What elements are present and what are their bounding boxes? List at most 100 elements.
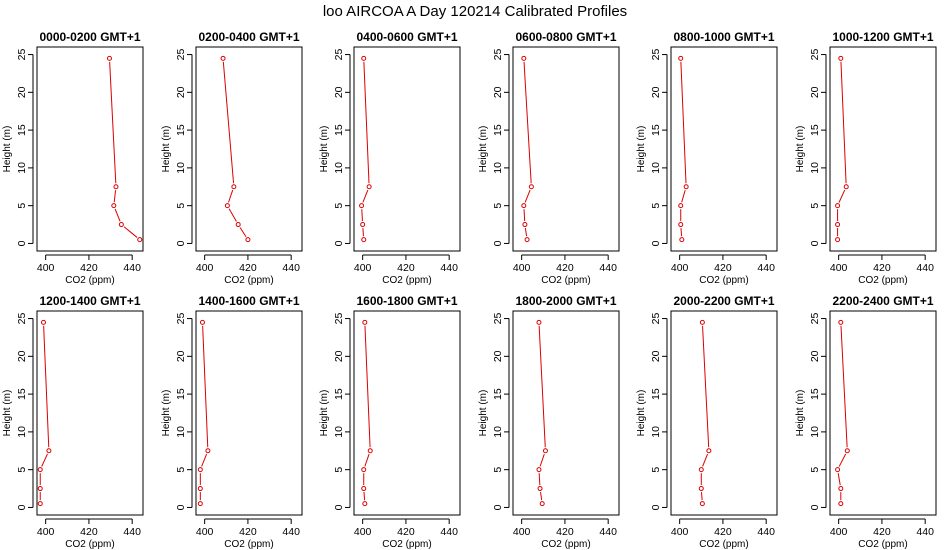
series-segment bbox=[838, 189, 846, 203]
series-segment bbox=[202, 325, 209, 448]
data-point bbox=[838, 319, 844, 325]
data-point bbox=[521, 203, 527, 209]
series-segment bbox=[362, 228, 364, 237]
y-axis-label: Height (m) bbox=[161, 390, 172, 437]
plot-frame bbox=[195, 46, 303, 252]
series-segment bbox=[362, 189, 369, 203]
series-segment bbox=[363, 61, 370, 184]
y-tick-label: 20 bbox=[16, 350, 28, 362]
data-point bbox=[843, 184, 849, 190]
series-segment bbox=[201, 453, 208, 467]
panel-title: 1200-1400 GMT+1 bbox=[39, 294, 140, 308]
data-point bbox=[536, 467, 542, 473]
y-tick-label: 25 bbox=[175, 313, 187, 325]
panel-title: 0200-0400 GMT+1 bbox=[198, 30, 299, 44]
y-tick-label: 10 bbox=[809, 162, 821, 174]
panel-9: 1600-1800 GMT+1 400 420 440 CO2 (ppm) 0 5 10 15 2… bbox=[319, 294, 461, 550]
panel-10: 1800-2000 GMT+1 400 420 440 CO2 (ppm) 0 5 10 15 2… bbox=[478, 294, 620, 550]
series-segment bbox=[361, 209, 363, 222]
panel-5: 0800-1000 GMT+1 400 420 440 CO2 (ppm) 0 5 10 15 2… bbox=[636, 30, 778, 286]
y-tick-label: 15 bbox=[333, 124, 345, 136]
series-segment bbox=[680, 228, 683, 237]
y-tick-label: 0 bbox=[650, 504, 662, 510]
series-segment bbox=[364, 453, 370, 467]
y-axis-label: Height (m) bbox=[478, 390, 489, 437]
y-tick-label: 20 bbox=[492, 350, 504, 362]
x-axis-label: CO2 (ppm) bbox=[382, 275, 431, 286]
data-point bbox=[118, 222, 124, 228]
x-tick-label: 420 bbox=[397, 262, 415, 274]
y-tick-label: 25 bbox=[650, 49, 662, 61]
x-tick-label: 420 bbox=[873, 262, 891, 274]
y-tick-label: 25 bbox=[16, 49, 28, 61]
y-tick-label: 20 bbox=[175, 350, 187, 362]
x-tick-label: 400 bbox=[830, 526, 848, 538]
y-tick-label: 10 bbox=[492, 426, 504, 438]
y-tick-label: 25 bbox=[16, 313, 28, 325]
data-point bbox=[678, 55, 684, 61]
y-tick-label: 20 bbox=[16, 86, 28, 98]
y-tick-label: 0 bbox=[809, 240, 821, 246]
plot-frame bbox=[36, 310, 144, 516]
x-tick-label: 400 bbox=[513, 262, 531, 274]
y-tick-label: 5 bbox=[333, 203, 345, 209]
x-tick-label: 440 bbox=[599, 262, 617, 274]
y-tick-label: 15 bbox=[175, 124, 187, 136]
panel-7: 1200-1400 GMT+1 400 420 440 CO2 (ppm) 0 5 10 15 2… bbox=[2, 294, 144, 550]
panel-title: 0800-1000 GMT+1 bbox=[673, 30, 774, 44]
plot-frame bbox=[829, 310, 937, 516]
data-point bbox=[113, 184, 119, 190]
series-segment bbox=[837, 473, 841, 486]
series-segment bbox=[228, 208, 237, 222]
data-point bbox=[199, 319, 205, 325]
data-point bbox=[521, 55, 527, 61]
data-point bbox=[835, 222, 841, 228]
x-axis-label: CO2 (ppm) bbox=[699, 539, 748, 550]
data-point bbox=[699, 501, 705, 507]
data-point bbox=[235, 222, 241, 228]
y-tick-label: 5 bbox=[16, 467, 28, 473]
x-tick-label: 420 bbox=[397, 526, 415, 538]
y-tick-label: 15 bbox=[175, 388, 187, 400]
series-segment bbox=[523, 61, 532, 184]
y-tick-label: 0 bbox=[650, 240, 662, 246]
data-point bbox=[678, 222, 684, 228]
x-tick-label: 400 bbox=[513, 526, 531, 538]
data-point bbox=[197, 501, 203, 507]
y-axis-label: Height (m) bbox=[319, 126, 330, 173]
series-segment bbox=[41, 453, 48, 467]
data-point bbox=[361, 55, 367, 61]
panel-2: 0200-0400 GMT+1 400 420 440 CO2 (ppm) 0 5 10 15 2… bbox=[161, 30, 303, 286]
data-point bbox=[245, 237, 251, 243]
x-tick-label: 440 bbox=[282, 262, 300, 274]
y-tick-label: 15 bbox=[16, 388, 28, 400]
x-tick-label: 440 bbox=[123, 526, 141, 538]
data-point bbox=[40, 319, 46, 325]
x-axis-label: CO2 (ppm) bbox=[65, 539, 114, 550]
data-point bbox=[699, 319, 705, 325]
data-point bbox=[37, 467, 43, 473]
x-axis-label: CO2 (ppm) bbox=[65, 275, 114, 286]
x-tick-label: 420 bbox=[80, 526, 98, 538]
x-tick-label: 440 bbox=[440, 262, 458, 274]
data-point bbox=[835, 203, 841, 209]
panel-11: 2000-2200 GMT+1 400 420 440 CO2 (ppm) 0 5 10 15 2… bbox=[636, 294, 778, 550]
y-tick-label: 5 bbox=[175, 467, 187, 473]
x-tick-label: 420 bbox=[556, 262, 574, 274]
x-axis-label: CO2 (ppm) bbox=[858, 539, 907, 550]
y-tick-label: 0 bbox=[175, 240, 187, 246]
x-tick-label: 420 bbox=[714, 526, 732, 538]
data-point bbox=[522, 222, 528, 228]
data-point bbox=[838, 486, 844, 492]
data-point bbox=[359, 203, 365, 209]
x-tick-label: 440 bbox=[916, 526, 934, 538]
x-tick-label: 420 bbox=[714, 262, 732, 274]
data-point bbox=[224, 203, 230, 209]
y-tick-label: 5 bbox=[809, 467, 821, 473]
x-tick-label: 420 bbox=[239, 262, 257, 274]
y-tick-label: 10 bbox=[333, 426, 345, 438]
y-axis-label: Height (m) bbox=[319, 390, 330, 437]
data-point bbox=[46, 448, 52, 454]
y-tick-label: 25 bbox=[492, 313, 504, 325]
